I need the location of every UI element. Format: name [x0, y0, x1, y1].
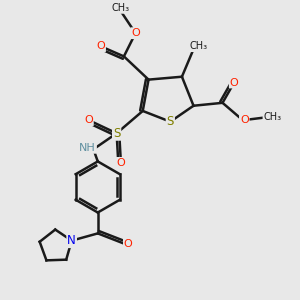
Text: O: O: [124, 238, 133, 248]
Text: O: O: [84, 115, 93, 125]
Text: O: O: [96, 41, 105, 51]
Text: S: S: [167, 115, 174, 128]
Text: S: S: [113, 127, 120, 140]
Text: O: O: [131, 28, 140, 38]
Text: O: O: [117, 158, 125, 168]
Text: N: N: [67, 234, 76, 247]
Text: CH₃: CH₃: [190, 41, 208, 51]
Text: CH₃: CH₃: [112, 3, 130, 13]
Text: O: O: [230, 77, 239, 88]
Text: CH₃: CH₃: [263, 112, 281, 122]
Text: O: O: [240, 115, 249, 125]
Text: NH: NH: [79, 143, 96, 153]
